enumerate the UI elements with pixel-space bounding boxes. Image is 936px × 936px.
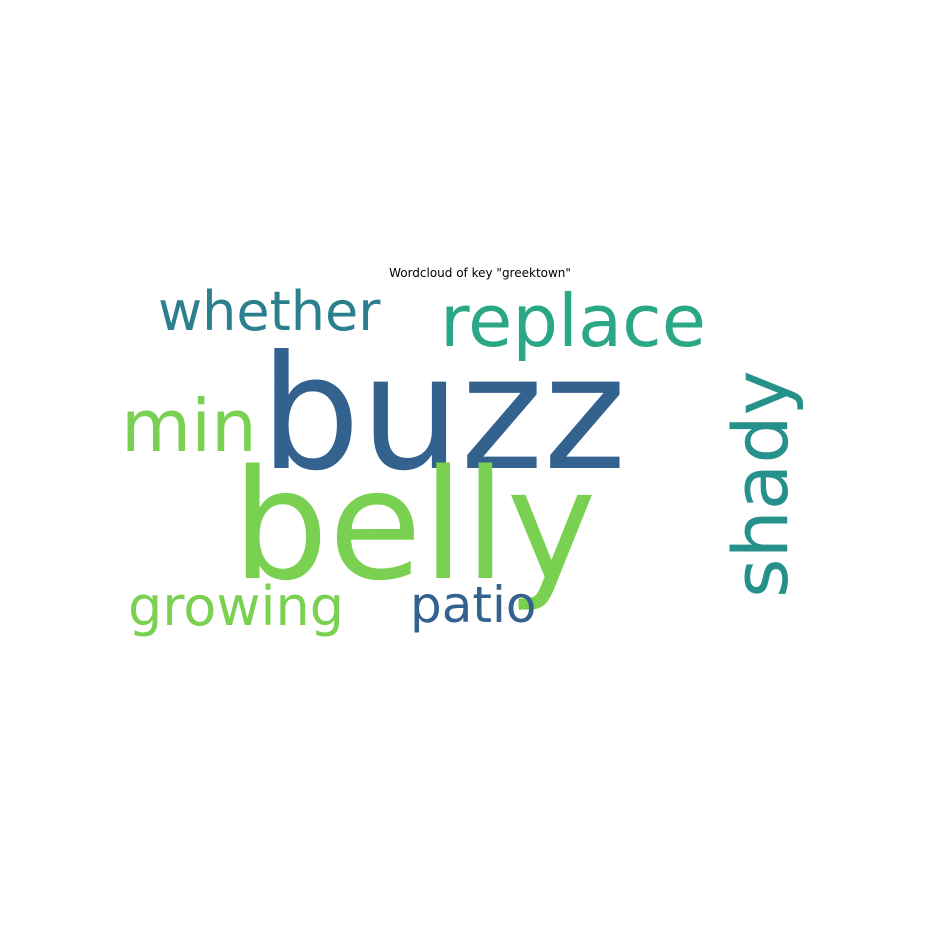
word-buzz: buzz [260, 322, 626, 506]
word-min: min [121, 384, 257, 468]
word-patio: patio [410, 576, 536, 634]
word-whether: whether [158, 280, 381, 343]
word-replace: replace [440, 279, 706, 363]
word-belly: belly [232, 437, 596, 614]
word-shady: shady [716, 370, 805, 598]
chart-title: Wordcloud of key "greektown" [389, 266, 571, 280]
word-growing: growing [128, 575, 344, 638]
